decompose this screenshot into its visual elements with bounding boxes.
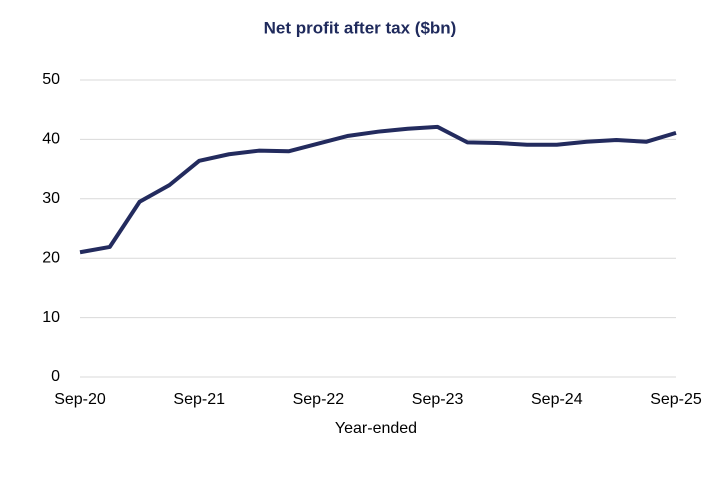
x-tick-label: Sep-24	[531, 391, 583, 408]
y-tick-label: 0	[51, 368, 60, 385]
y-tick-label: 50	[42, 71, 60, 88]
x-tick-label: Sep-22	[293, 391, 345, 408]
x-tick-label: Sep-20	[54, 391, 106, 408]
x-tick-label: Sep-21	[173, 391, 225, 408]
y-tick-label: 30	[42, 190, 60, 207]
chart-title: Net profit after tax ($bn)	[264, 18, 457, 37]
y-tick-label: 10	[42, 309, 60, 326]
data-line	[79, 124, 677, 255]
y-tick-label: 20	[42, 249, 60, 266]
y-tick-label: 40	[42, 131, 60, 148]
x-tick-label: Sep-23	[412, 391, 464, 408]
x-axis-label: Year-ended	[335, 420, 417, 437]
x-tick-label: Sep-25	[650, 391, 702, 408]
